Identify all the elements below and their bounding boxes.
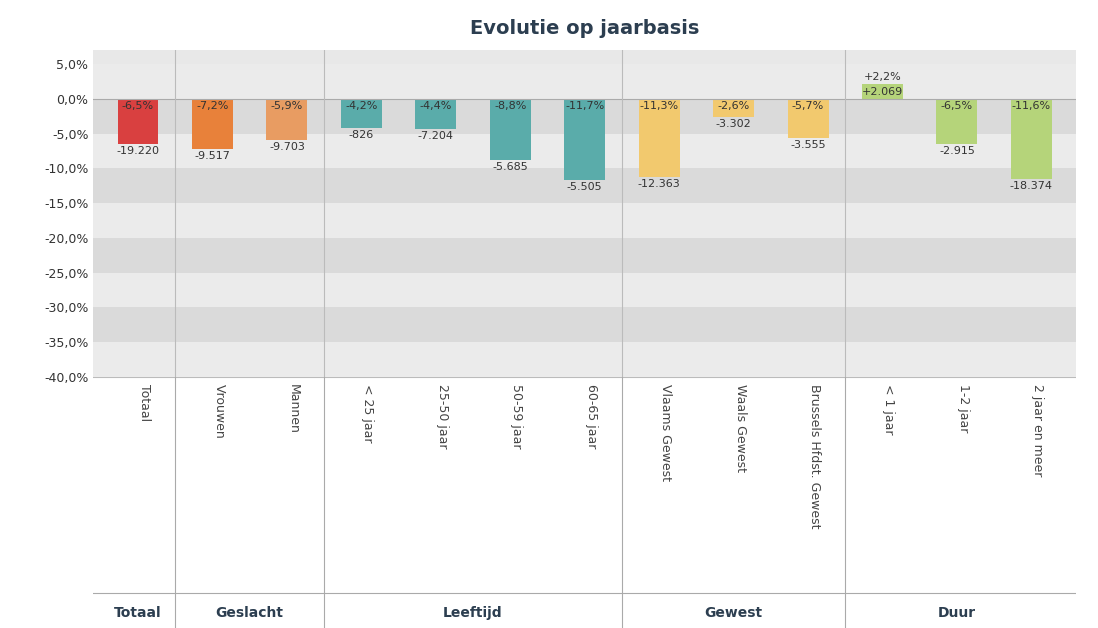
Text: -8,8%: -8,8% [494,100,526,111]
Text: -11,7%: -11,7% [565,100,604,111]
Bar [93,273,1076,307]
Text: -11,6%: -11,6% [1012,100,1051,111]
Bar [862,84,903,99]
Text: 60-65 jaar: 60-65 jaar [584,384,597,449]
Bar [93,64,1076,99]
Text: Totaal: Totaal [114,607,161,620]
Bar [93,134,1076,168]
Bar [787,99,829,139]
Text: -18.374: -18.374 [1010,181,1053,191]
Bar [267,99,307,140]
Text: -3.555: -3.555 [791,140,826,150]
Text: Brussels Hfdst. Gewest: Brussels Hfdst. Gewest [808,384,821,529]
Text: -5.685: -5.685 [492,162,528,171]
Text: Vlaams Gewest: Vlaams Gewest [659,384,672,481]
Bar [340,99,382,128]
Text: -11,3%: -11,3% [639,100,679,111]
Text: -3.302: -3.302 [716,119,751,129]
Text: -5.505: -5.505 [567,182,603,192]
Bar [117,99,158,144]
Bar [1011,99,1052,180]
Text: -7,2%: -7,2% [197,100,228,111]
Bar [192,99,233,149]
Text: Leeftijd: Leeftijd [444,607,503,620]
Text: -7.204: -7.204 [418,131,453,141]
Text: Gewest: Gewest [705,607,763,620]
Text: Waals Gewest: Waals Gewest [733,384,747,472]
Bar [564,99,605,180]
Bar [93,238,1076,273]
Bar [93,203,1076,238]
Text: -6,5%: -6,5% [122,100,154,111]
Text: Totaal: Totaal [138,384,152,421]
Text: -826: -826 [349,130,374,140]
Text: -9.517: -9.517 [194,151,231,161]
Text: -2.915: -2.915 [939,146,975,156]
Text: 1-2 jaar: 1-2 jaar [957,384,970,433]
Text: Duur: Duur [938,607,976,620]
Text: -2,6%: -2,6% [717,100,750,111]
Text: -19.220: -19.220 [116,146,159,156]
Text: Geslacht: Geslacht [215,607,283,620]
Text: -5,9%: -5,9% [271,100,303,111]
Text: -12.363: -12.363 [638,179,681,189]
Bar [415,99,457,129]
Title: Evolutie op jaarbasis: Evolutie op jaarbasis [470,19,699,38]
Text: Vrouwen: Vrouwen [212,384,225,439]
Bar [93,99,1076,134]
Text: -5,7%: -5,7% [792,100,825,111]
Text: < 1 jaar: < 1 jaar [883,384,896,435]
Text: < 25 jaar: < 25 jaar [361,384,374,443]
Bar [639,99,680,177]
Text: -4,4%: -4,4% [419,100,452,111]
Bar [93,307,1076,342]
Text: Mannen: Mannen [287,384,300,434]
Bar [490,99,530,160]
Text: 2 jaar en meer: 2 jaar en meer [1031,384,1044,477]
Text: -4,2%: -4,2% [345,100,378,111]
Text: -6,5%: -6,5% [941,100,973,111]
Text: +2,2%: +2,2% [864,72,901,82]
Text: 50-59 jaar: 50-59 jaar [511,384,524,449]
Text: -9.703: -9.703 [269,141,305,151]
Bar [93,168,1076,203]
Bar [713,99,754,117]
Text: 25-50 jaar: 25-50 jaar [436,384,449,449]
Text: +2.069: +2.069 [862,87,903,97]
Bar [93,342,1076,377]
Bar [937,99,977,144]
